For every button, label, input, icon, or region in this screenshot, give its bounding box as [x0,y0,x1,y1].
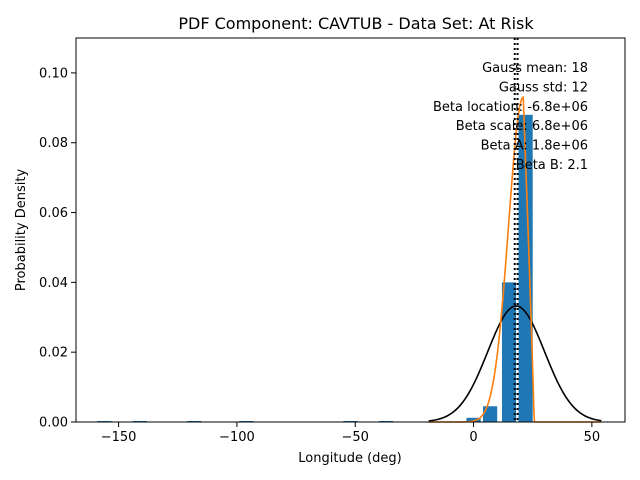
y-axis-label: Probability Density [14,169,29,292]
mean-lines [513,38,519,422]
fit-annotation: Beta B: 2.1 [516,158,588,173]
x-axis-label: Longitude (deg) [298,451,401,466]
x-axis-ticks: −150 −100 −50 0 50 [101,422,600,445]
y-tick-label: 0.06 [39,206,68,221]
x-tick-label: 0 [469,430,477,445]
y-tick-label: 0.08 [39,136,68,151]
x-tick-label: −100 [219,430,255,445]
fit-annotation: Beta scale: 6.8e+06 [456,119,588,134]
y-tick-label: 0.10 [39,66,68,81]
fit-annotation: Gauss std: 12 [499,80,588,95]
y-tick-label: 0.00 [39,416,68,431]
fit-annotation: Gauss mean: 18 [482,61,588,76]
x-tick-label: −150 [101,430,137,445]
gauss-curve [428,305,602,422]
histogram-bar [518,114,533,423]
histogram-bar [501,282,517,422]
plot-area-frame [75,37,626,423]
fit-annotation: Beta location: -6.8e+06 [433,100,588,115]
y-tick-label: 0.02 [39,346,68,361]
chart-title: PDF Component: CAVTUB - Data Set: At Ris… [178,14,534,33]
histogram-bar [466,417,481,422]
fit-annotations: Gauss mean: 18 Gauss std: 12 Beta location… [433,61,588,173]
y-axis-ticks: 0.00 0.02 0.04 0.06 0.08 0.10 [39,66,76,431]
histogram-bar [483,406,498,422]
fit-annotation: Beta A: 1.8e+06 [481,139,588,154]
x-tick-label: 50 [584,430,601,445]
x-tick-label: −50 [342,430,369,445]
histogram-bars [97,114,533,423]
y-tick-label: 0.04 [39,276,68,291]
